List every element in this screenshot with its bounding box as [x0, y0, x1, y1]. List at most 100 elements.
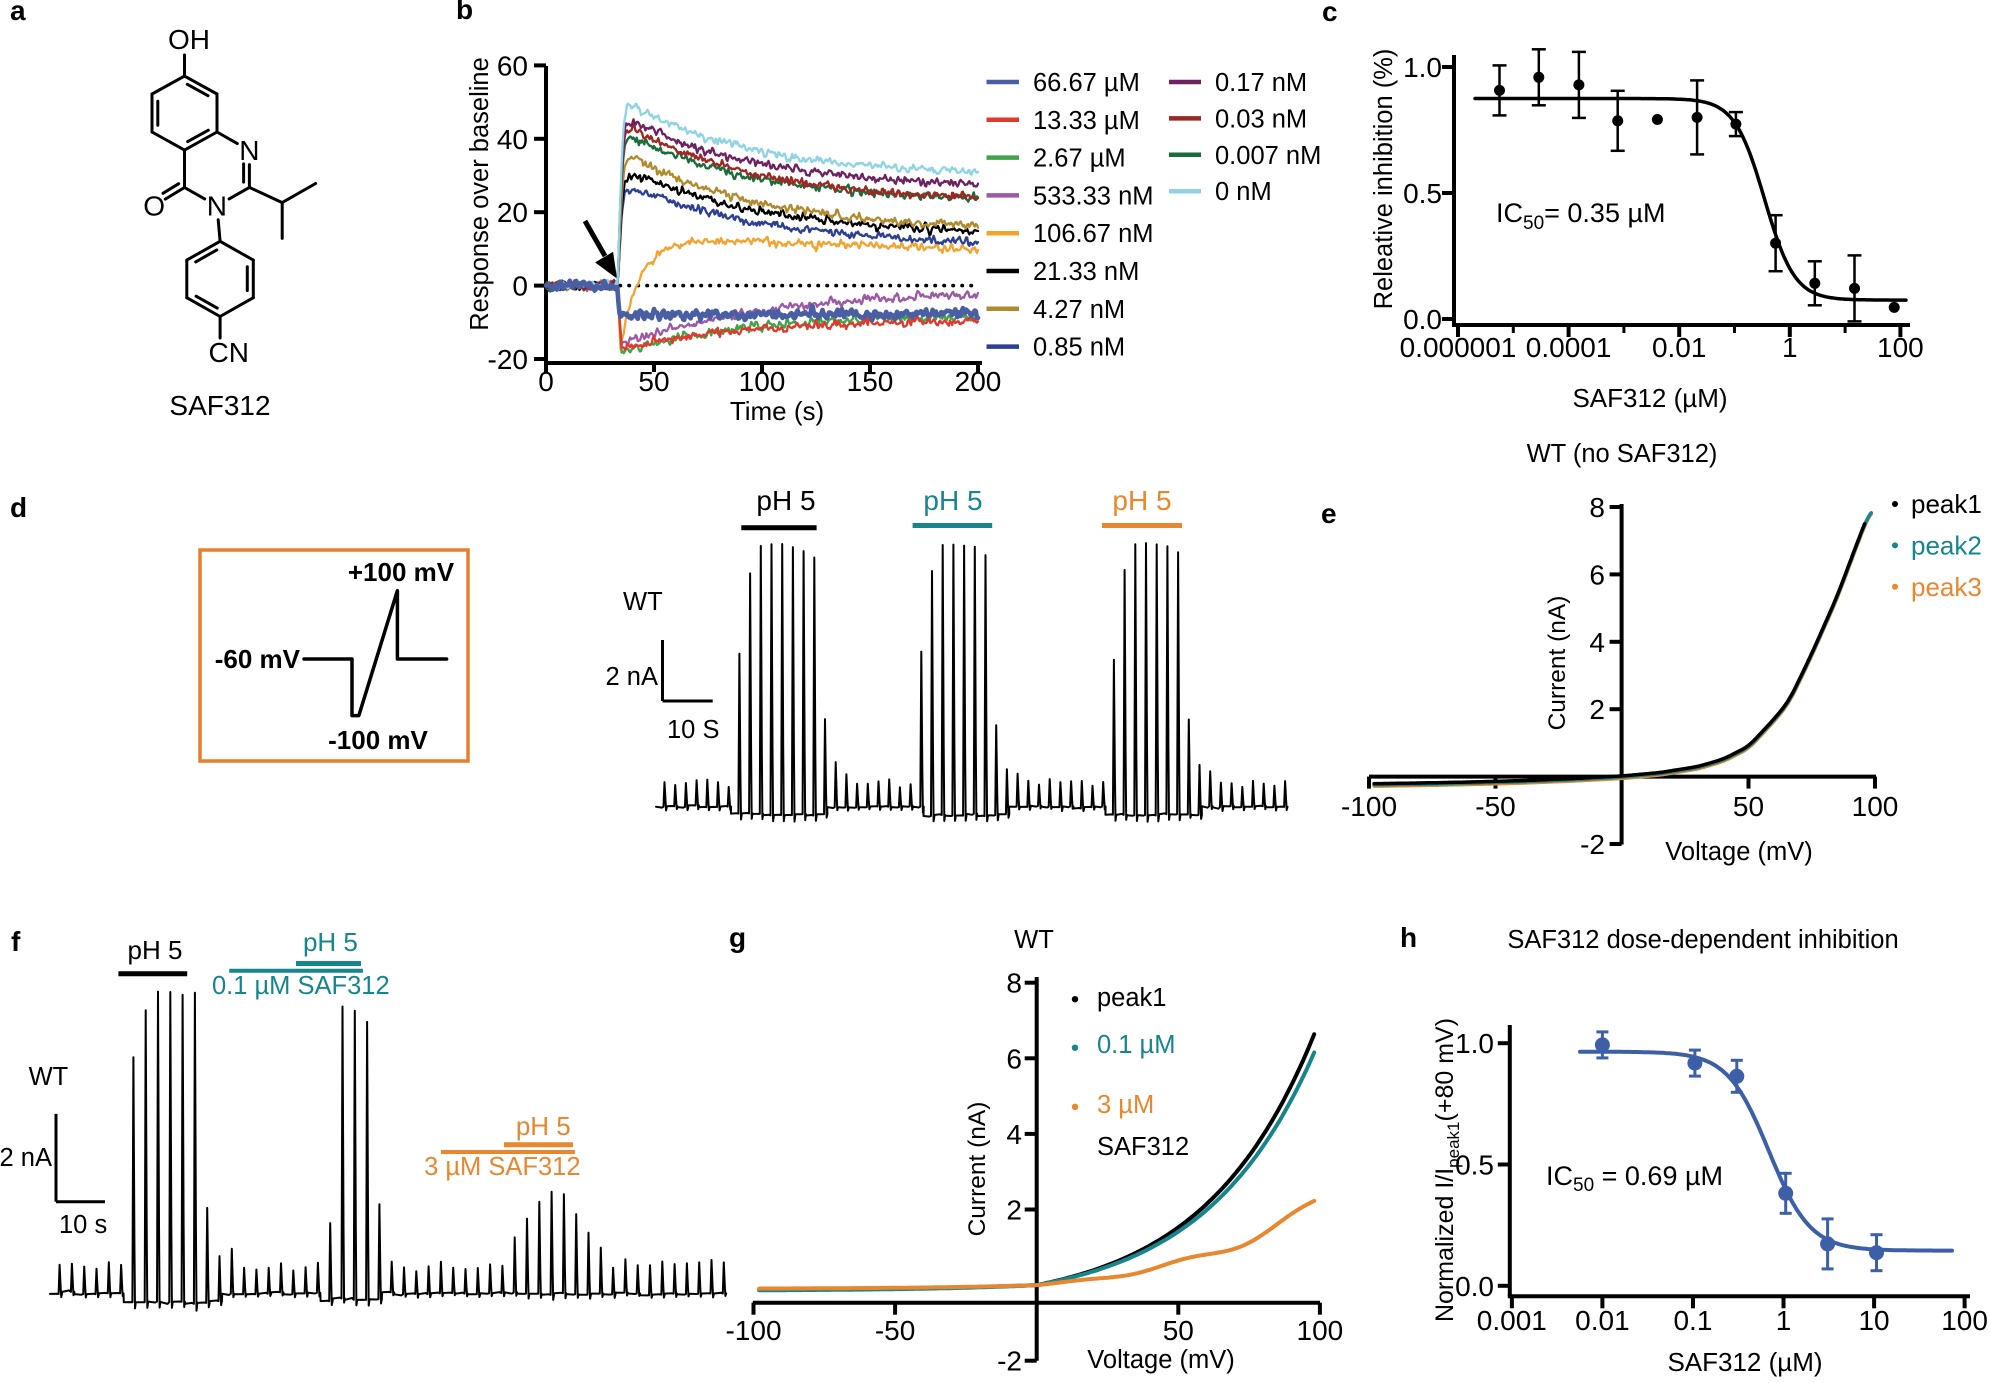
svg-text:100: 100: [1941, 1305, 1988, 1336]
svg-text:10 s: 10 s: [59, 1211, 107, 1239]
svg-text:-60 mV: -60 mV: [215, 644, 301, 674]
svg-text:pH 5: pH 5: [516, 1111, 571, 1141]
svg-text:2: 2: [1006, 1195, 1022, 1226]
svg-text:-2: -2: [1580, 829, 1605, 860]
svg-text:-2: -2: [997, 1346, 1022, 1377]
svg-text:e: e: [1321, 498, 1337, 529]
svg-text:WT: WT: [29, 1063, 69, 1091]
svg-text:4: 4: [1589, 627, 1605, 658]
svg-text:-50: -50: [1475, 791, 1515, 822]
svg-text:0: 0: [512, 271, 528, 302]
svg-text:533.33 nM: 533.33 nM: [1033, 182, 1154, 210]
svg-text:c: c: [1322, 0, 1338, 27]
svg-text:Voltage (mV): Voltage (mV): [1087, 1346, 1234, 1374]
svg-text:0.0: 0.0: [1455, 1271, 1494, 1302]
svg-text:100: 100: [1297, 1315, 1344, 1346]
svg-text:200: 200: [955, 366, 1002, 397]
svg-text:pH 5: pH 5: [303, 927, 358, 957]
svg-text:0: 0: [538, 366, 554, 397]
svg-text:2 nA: 2 nA: [0, 1144, 52, 1172]
svg-text:60: 60: [497, 50, 528, 81]
svg-text:1: 1: [1782, 332, 1798, 363]
svg-text:10 S: 10 S: [667, 716, 719, 744]
svg-text:pH 5: pH 5: [756, 485, 815, 516]
svg-text:N: N: [207, 191, 227, 222]
svg-text:OH: OH: [168, 24, 210, 55]
svg-text:100: 100: [1877, 332, 1924, 363]
svg-text:-100: -100: [1341, 791, 1397, 822]
svg-text:SAF312 (µM): SAF312 (µM): [1572, 383, 1727, 413]
svg-text:peak3: peak3: [1911, 572, 1982, 602]
svg-text:pH 5: pH 5: [128, 935, 183, 965]
svg-text:0.000001: 0.000001: [1400, 332, 1517, 363]
svg-text:Response over baseline: Response over baseline: [466, 57, 494, 331]
svg-text:IC50 = 0.69 µM: IC50 = 0.69 µM: [1546, 1161, 1723, 1196]
svg-text:1: 1: [1776, 1305, 1792, 1336]
svg-text:0.01: 0.01: [1652, 332, 1707, 363]
svg-text:0.17 nM: 0.17 nM: [1215, 69, 1307, 97]
svg-text:Current (nA): Current (nA): [1544, 596, 1571, 731]
svg-text:21.33 nM: 21.33 nM: [1033, 258, 1139, 286]
svg-text:3 µM: 3 µM: [1097, 1091, 1154, 1119]
svg-text:Current (nA): Current (nA): [964, 1102, 991, 1237]
svg-text:2.67 µM: 2.67 µM: [1033, 145, 1126, 173]
svg-text:Normalized I/Ipeak1(+80 mV): Normalized I/Ipeak1(+80 mV): [1431, 1018, 1463, 1322]
svg-text:2 nA: 2 nA: [606, 663, 658, 691]
svg-text:a: a: [10, 0, 26, 26]
svg-text:0.1: 0.1: [1673, 1305, 1712, 1336]
svg-text:0.1 µM: 0.1 µM: [1097, 1031, 1175, 1059]
svg-text:0 nM: 0 nM: [1215, 178, 1272, 206]
svg-text:2: 2: [1589, 694, 1605, 725]
svg-text:8: 8: [1589, 492, 1605, 523]
svg-text:0.007 nM: 0.007 nM: [1215, 142, 1321, 170]
svg-text:0.0001: 0.0001: [1526, 332, 1612, 363]
svg-text:WT (no SAF312): WT (no SAF312): [1527, 440, 1718, 468]
svg-text:WT: WT: [623, 588, 663, 616]
svg-text:peak1: peak1: [1911, 489, 1982, 519]
svg-text:0.5: 0.5: [1455, 1150, 1494, 1181]
svg-text:8: 8: [1006, 968, 1022, 999]
svg-text:50: 50: [1163, 1315, 1194, 1346]
svg-text:0.1 µM SAF312: 0.1 µM SAF312: [212, 972, 390, 1000]
svg-text:100: 100: [1852, 791, 1899, 822]
svg-text:-50: -50: [875, 1315, 915, 1346]
svg-text:b: b: [456, 0, 473, 25]
svg-text:0.5: 0.5: [1403, 178, 1442, 209]
svg-text:50: 50: [1733, 791, 1764, 822]
svg-text:SAF312 (µM): SAF312 (µM): [1667, 1347, 1822, 1377]
svg-text:O: O: [143, 191, 165, 222]
svg-text:1.0: 1.0: [1403, 52, 1442, 83]
svg-text:150: 150: [847, 366, 894, 397]
svg-text:106.67 nM: 106.67 nM: [1033, 220, 1154, 248]
svg-text:1.0: 1.0: [1455, 1028, 1494, 1059]
svg-text:Time (s): Time (s): [730, 396, 824, 426]
svg-text:0.85 nM: 0.85 nM: [1033, 334, 1125, 362]
svg-text:100: 100: [739, 366, 786, 397]
svg-text:Releative inhibition (%): Releative inhibition (%): [1370, 49, 1398, 310]
svg-text:13.33 µM: 13.33 µM: [1033, 107, 1140, 135]
svg-text:6: 6: [1589, 559, 1605, 590]
svg-text:0.001: 0.001: [1477, 1305, 1547, 1336]
svg-text:3 µM SAF312: 3 µM SAF312: [424, 1153, 580, 1181]
svg-text:4: 4: [1006, 1119, 1022, 1150]
svg-text:4.27 nM: 4.27 nM: [1033, 296, 1125, 324]
svg-text:-20: -20: [488, 344, 528, 375]
svg-text:0.01: 0.01: [1575, 1305, 1630, 1336]
svg-text:d: d: [10, 492, 27, 523]
svg-text:SAF312 dose-dependent inhibiti: SAF312 dose-dependent inhibition: [1507, 926, 1898, 954]
svg-text:g: g: [729, 922, 746, 953]
svg-text:-100 mV: -100 mV: [328, 725, 428, 755]
svg-text:40: 40: [497, 124, 528, 155]
svg-text:Voltage (mV): Voltage (mV): [1665, 838, 1812, 866]
svg-text:10: 10: [1858, 1305, 1889, 1336]
svg-text:66.67 µM: 66.67 µM: [1033, 69, 1140, 97]
svg-text:20: 20: [497, 197, 528, 228]
svg-text:peak2: peak2: [1911, 530, 1982, 560]
svg-text:CN: CN: [208, 337, 248, 368]
svg-text:N: N: [239, 135, 259, 166]
svg-text:pH 5: pH 5: [923, 485, 982, 516]
svg-text:pH 5: pH 5: [1112, 485, 1171, 516]
svg-text:SAF312: SAF312: [1097, 1133, 1189, 1161]
svg-text:WT: WT: [1014, 926, 1054, 954]
svg-text:50: 50: [638, 366, 669, 397]
